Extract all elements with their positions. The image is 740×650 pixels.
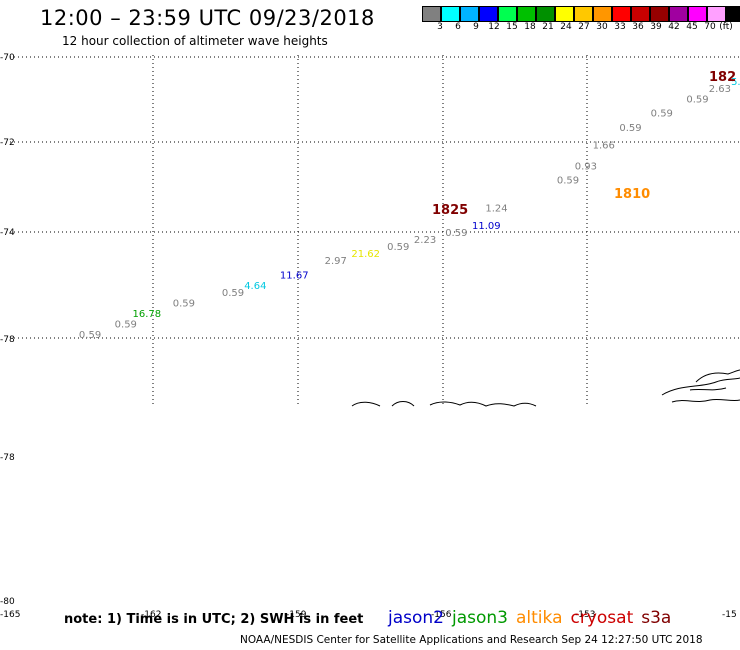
y-tick-label: -78	[0, 453, 15, 463]
scale-swatch	[536, 6, 555, 22]
coastline-east	[661, 369, 740, 403]
scale-label: 70	[704, 22, 716, 32]
x-tick-label: -162	[141, 610, 161, 620]
scale-label: 18	[524, 22, 536, 32]
scale-swatch	[650, 6, 669, 22]
legend-mission-cryosat: cryosat	[570, 608, 634, 628]
scale-swatch	[669, 6, 688, 22]
footer-credit: NOAA/NESDIS Center for Satellite Applica…	[240, 634, 703, 646]
legend-mission-s3a: s3a	[641, 608, 672, 628]
scale-swatch	[574, 6, 593, 22]
wave-height-label: 0.59	[387, 242, 409, 253]
observations-layer: 0.590.5916.780.590.594.6411.672.9721.620…	[79, 70, 740, 341]
wave-height-label: 11.09	[472, 221, 501, 232]
wave-height-label: 0.59	[173, 298, 195, 309]
y-tick-label: -80	[0, 597, 15, 607]
scale-swatch	[460, 6, 479, 22]
scale-label: 42	[668, 22, 680, 32]
scale-label: 27	[578, 22, 590, 32]
y-tick-label: -72	[0, 138, 15, 148]
scale-label: 39	[650, 22, 662, 32]
wave-height-label: 2.97	[325, 256, 347, 267]
wave-height-label: 2.63	[709, 84, 731, 95]
legend-mission-jason2: jason2	[388, 608, 444, 628]
chart-subtitle: 12 hour collection of altimeter wave hei…	[62, 34, 328, 48]
wave-height-label: 0.59	[686, 95, 708, 106]
wave-height-label: 16.78	[133, 309, 162, 320]
legend-mission-jason3: jason3	[452, 608, 508, 628]
scale-swatch	[612, 6, 631, 22]
legend-mission-altika: altika	[516, 608, 563, 628]
wave-height-label: 5.08	[731, 77, 740, 88]
wave-height-label: 0.93	[575, 161, 597, 172]
scale-label: 24	[560, 22, 572, 32]
scale-swatch	[517, 6, 536, 22]
axis-tick-labels: -70 -72 -74 -78 -78 -80 -165 -162 -159 -156 -153 -1…	[0, 53, 737, 620]
wave-height-label: 21.62	[351, 249, 380, 260]
wave-height-label: 2.23	[414, 235, 436, 246]
scale-swatch	[498, 6, 517, 22]
wave-height-label: 0.59	[557, 175, 579, 186]
scale-label: 36	[632, 22, 644, 32]
x-tick-label: -165	[0, 610, 20, 620]
scale-swatch	[479, 6, 498, 22]
x-tick-label: -159	[286, 610, 307, 620]
scale-label: (ft)	[719, 22, 733, 32]
y-tick-label: -74	[0, 228, 15, 238]
wave-height-label: 0.59	[79, 330, 101, 341]
scale-label: 12	[488, 22, 500, 32]
y-tick-label: -70	[0, 53, 15, 63]
scale-swatch	[707, 6, 726, 22]
scale-label: 30	[596, 22, 608, 32]
scale-label: 21	[542, 22, 554, 32]
scale-swatch	[422, 6, 441, 22]
scale-swatch	[726, 6, 740, 22]
scale-swatch	[593, 6, 612, 22]
grid-lines	[10, 55, 740, 406]
pass-time-label: 1810	[614, 187, 650, 202]
scale-label: 6	[455, 22, 461, 32]
wave-height-label: 11.67	[280, 270, 309, 281]
scale-label: 3	[437, 22, 443, 32]
scale-label: 9	[473, 22, 479, 32]
scale-label: 33	[614, 22, 626, 32]
wave-height-label: 0.59	[222, 288, 244, 299]
color-scale-bar	[422, 6, 740, 22]
scale-swatch	[631, 6, 650, 22]
scale-label: 15	[506, 22, 518, 32]
x-tick-label: -15	[722, 610, 737, 620]
wave-height-label: 4.64	[244, 281, 266, 292]
wave-height-label: 1.66	[593, 140, 615, 151]
y-tick-label: -78	[0, 335, 15, 345]
scale-label: 45	[686, 22, 698, 32]
wave-height-label: 1.24	[485, 204, 507, 215]
chart-title: 12:00 – 23:59 UTC 09/23/2018	[40, 6, 375, 30]
x-tick-label: -156	[431, 610, 452, 620]
scale-swatch	[555, 6, 574, 22]
wave-height-label: 0.59	[619, 123, 641, 134]
coastline-ross-ice-shelf	[351, 401, 537, 407]
coastline	[351, 369, 740, 407]
wave-height-label: 0.59	[651, 109, 673, 120]
scale-swatch	[441, 6, 460, 22]
footer-note: note: 1) Time is in UTC; 2) SWH is in fe…	[64, 612, 364, 627]
wave-height-label: 0.59	[115, 319, 137, 330]
scale-swatch	[688, 6, 707, 22]
mission-legend: jason2 jason3 altika cryosat s3a	[388, 608, 671, 628]
x-tick-label: -153	[575, 610, 595, 620]
wave-height-label: 0.59	[445, 228, 467, 239]
pass-time-label: 182	[709, 70, 736, 85]
pass-time-label: 1825	[432, 203, 468, 218]
